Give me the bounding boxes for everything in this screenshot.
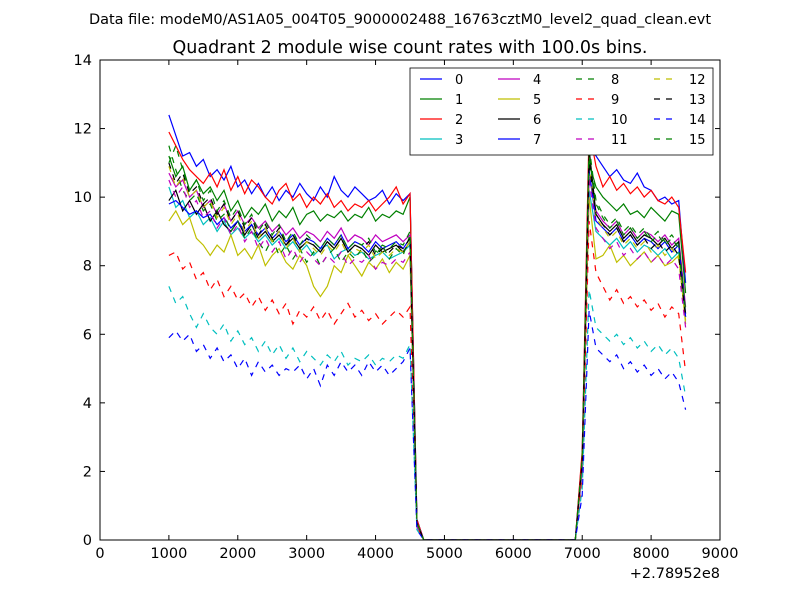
- x-tick-label: 1000: [150, 546, 187, 562]
- axes: 0 1000 2000 3000 4000 5000 6000 7000 8000 9000 0 2 4…: [74, 53, 739, 562]
- legend-label-4: 4: [533, 73, 541, 88]
- legend-label-1: 1: [455, 93, 463, 108]
- x-tick-label: 5000: [426, 546, 463, 562]
- series-11-line: [168, 179, 687, 540]
- x-tick-label: 7000: [564, 546, 601, 562]
- y-tick-label: 10: [74, 190, 92, 206]
- x-tick-label: 9000: [702, 546, 739, 562]
- series-9-line: [168, 221, 687, 540]
- series-2-line: [168, 128, 687, 540]
- y-tick-label: 6: [83, 327, 92, 343]
- legend-label-11: 11: [611, 133, 628, 148]
- x-tick-label: 0: [95, 546, 104, 562]
- series-6-line: [168, 149, 687, 540]
- x-tick-label: 4000: [357, 546, 394, 562]
- legend-label-13: 13: [689, 93, 706, 108]
- x-tick-label: 3000: [288, 546, 325, 562]
- series-10-line: [168, 286, 687, 540]
- series-14-line: [168, 310, 687, 540]
- legend-label-12: 12: [689, 73, 706, 88]
- chart-supertitle: Data file: modeM0/AS1A05_004T05_90000024…: [89, 12, 711, 28]
- legend-label-2: 2: [455, 113, 463, 128]
- series-15-line: [168, 143, 687, 540]
- y-tick-label: 0: [83, 533, 92, 549]
- legend-label-9: 9: [611, 93, 619, 108]
- series-5-line: [168, 197, 687, 540]
- legend-label-7: 7: [533, 133, 541, 148]
- chart-title: Quadrant 2 module wise count rates with …: [173, 38, 648, 58]
- legend-box: [409, 67, 714, 156]
- y-tick-label: 2: [83, 464, 92, 480]
- x-tick-label: 6000: [495, 546, 532, 562]
- series-13-line: [168, 162, 687, 540]
- x-offset-label: +2.78952e8: [630, 566, 720, 582]
- series-1-line: [168, 155, 687, 540]
- legend-label-5: 5: [533, 93, 541, 108]
- y-tick-label: 12: [74, 122, 92, 138]
- legend-label-10: 10: [611, 113, 628, 128]
- series-0-line: [168, 114, 687, 540]
- series-4-line: [168, 172, 687, 540]
- legend-label-3: 3: [455, 133, 463, 148]
- y-tick-label: 4: [83, 396, 92, 412]
- legend-label-15: 15: [689, 133, 706, 148]
- legend-label-8: 8: [611, 73, 619, 88]
- x-tick-label: 2000: [219, 546, 256, 562]
- series-8-line: [168, 145, 687, 540]
- legend-label-14: 14: [689, 113, 706, 128]
- plot-frame: [99, 59, 721, 541]
- legend-label-0: 0: [455, 73, 463, 88]
- legend-label-6: 6: [533, 113, 541, 128]
- series-7-line: [168, 169, 687, 540]
- y-tick-label: 8: [83, 259, 92, 275]
- x-tick-label: 8000: [633, 546, 670, 562]
- plot-area: [168, 114, 687, 540]
- y-tick-label: 14: [74, 53, 92, 69]
